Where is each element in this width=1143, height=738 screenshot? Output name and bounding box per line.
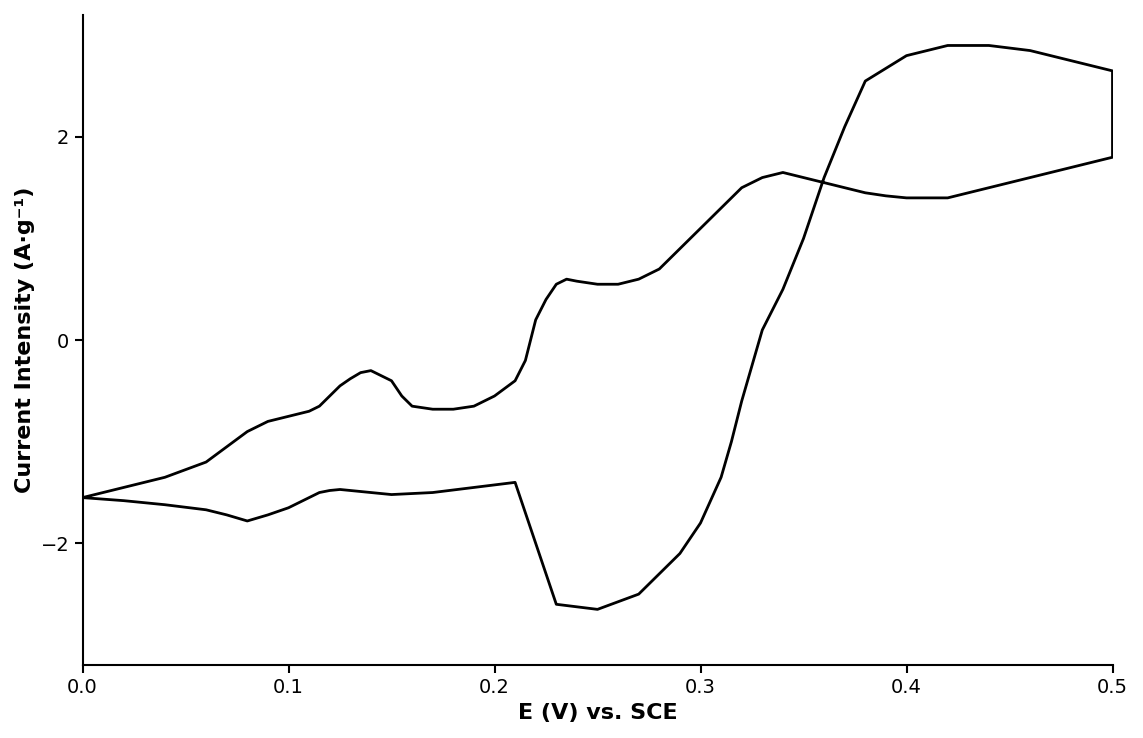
X-axis label: E (V) vs. SCE: E (V) vs. SCE xyxy=(518,703,678,723)
Y-axis label: Current Intensity (A·g⁻¹): Current Intensity (A·g⁻¹) xyxy=(15,187,35,493)
